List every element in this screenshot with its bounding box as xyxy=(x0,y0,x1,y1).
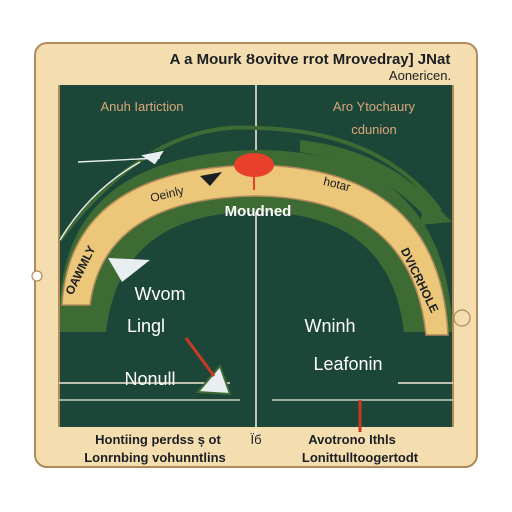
left-curve-line xyxy=(59,161,141,241)
inner-arrow-left xyxy=(108,258,150,282)
title-line-2: Aonericen. xyxy=(389,68,451,83)
top-right-label-1: Aro Ytochaury xyxy=(333,99,416,114)
inner-left-1: Wvom xyxy=(135,284,186,304)
inner-left-3: Nonull xyxy=(124,369,175,389)
inner-left-2: Lingl xyxy=(127,316,165,336)
title-line-1: A a Mourk Ȣovitve rrot Mrovedray] JNat xyxy=(170,51,451,68)
red-arrow-1 xyxy=(184,337,216,377)
inner-right-1: Wninh xyxy=(304,316,355,336)
top-left-label: Anuh Iartiction xyxy=(100,99,183,114)
left-arrowhead-top xyxy=(138,149,167,166)
footer-right-2: Lonittulltoogertodt xyxy=(302,450,419,465)
footer-left-2: Lonrnbing vohunntlins xyxy=(84,450,226,465)
footer-right-1: Avotrono Ithls xyxy=(308,432,396,447)
top-right-label-2: cdunion xyxy=(351,122,397,137)
band-label-right-top: hotar xyxy=(322,174,352,194)
footer-center: Ïб xyxy=(250,432,261,447)
right-sweep-arrowhead xyxy=(420,195,452,225)
inner-right-2: Leafonin xyxy=(313,354,382,374)
band-arrow-left xyxy=(200,172,222,186)
arch-band xyxy=(61,164,449,336)
left-dot-marker xyxy=(31,270,43,282)
peak-label: Moudned xyxy=(225,203,292,220)
left-pointer-line xyxy=(77,157,161,163)
outer-arc-line xyxy=(58,125,442,242)
inner-arrow-bottom xyxy=(195,364,232,396)
right-sweep-arrow xyxy=(300,140,445,222)
right-dot-marker xyxy=(453,309,471,327)
footer-left-1: Hontiing perdss ș ot xyxy=(95,432,221,447)
